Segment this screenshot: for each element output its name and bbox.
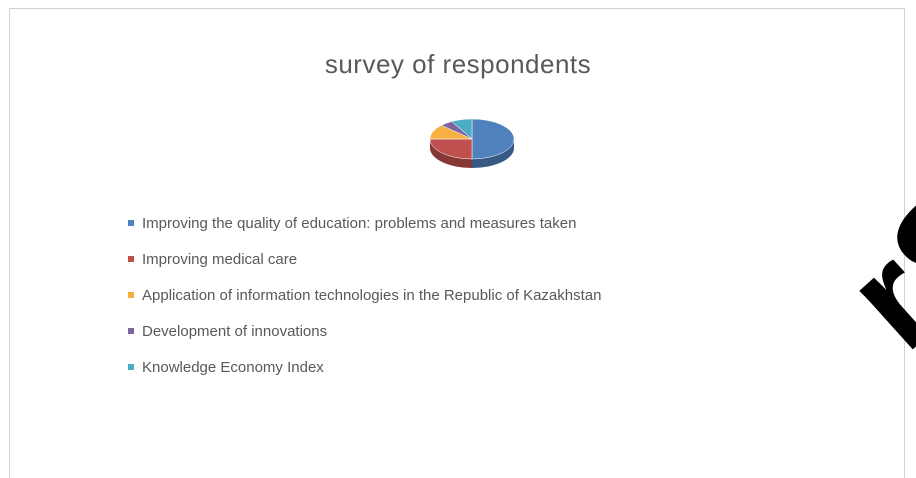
legend-swatch (128, 292, 134, 298)
legend-item: Improving the quality of education: prob… (128, 205, 601, 241)
legend-swatch (128, 220, 134, 226)
legend-item: Application of information technologies … (128, 277, 601, 313)
legend-label: Knowledge Economy Index (142, 358, 324, 376)
legend-swatch (128, 256, 134, 262)
pie-chart (429, 118, 515, 168)
legend: Improving the quality of education: prob… (128, 205, 601, 385)
chart-frame: survey of respondents Improving the qual… (9, 8, 905, 478)
legend-label: Improving the quality of education: prob… (142, 214, 577, 232)
pie-side-0 (472, 139, 514, 168)
legend-label: Improving medical care (142, 250, 298, 268)
pie-slice-4 (451, 118, 473, 140)
legend-swatch (128, 364, 134, 370)
legend-item: Development of innovations (128, 313, 601, 349)
legend-swatch (128, 328, 134, 334)
chart-title: survey of respondents (324, 49, 592, 79)
legend-label: Development of innovations (142, 322, 328, 340)
legend-label: Application of information technologies … (142, 286, 602, 304)
legend-item: Knowledge Economy Index (128, 349, 601, 385)
pie-slice-1 (429, 138, 473, 160)
pie-slice-0 (471, 118, 515, 160)
pie-side-1 (430, 139, 472, 168)
legend-item: Improving medical care (128, 241, 601, 277)
